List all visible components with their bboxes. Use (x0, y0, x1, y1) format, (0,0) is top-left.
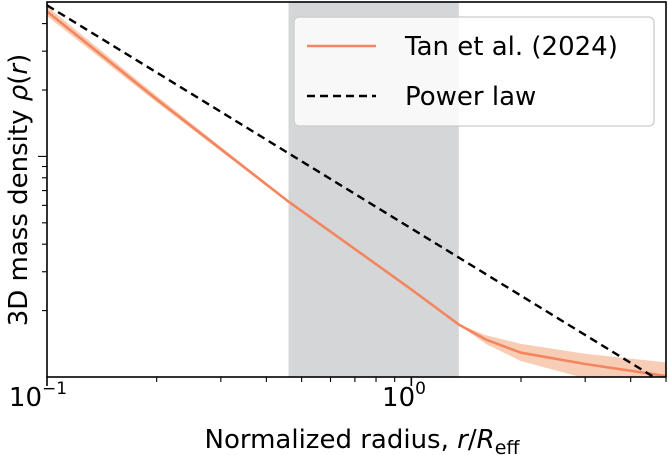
legend-box (293, 16, 655, 127)
x-tick-label-0.1: 10−1 (9, 379, 67, 413)
power-law-line (47, 4, 657, 377)
y-axis-ticks (38, 23, 47, 312)
tan-2024-line (47, 10, 666, 377)
plot-frame (46, 1, 667, 378)
x-axis-label: Normalized radius, r/Reff (205, 425, 521, 455)
x-axis-ticks (46, 377, 667, 386)
legend-power-law-label: Power law (405, 82, 536, 112)
y-axis-label: 3D mass density ρ(r) (4, 54, 34, 327)
legend-tan-2024-label: Tan et al. (2024) (404, 32, 618, 62)
legend: Tan et al. (2024) Power law (293, 16, 655, 127)
x-tick-label-1: 100 (382, 379, 426, 413)
